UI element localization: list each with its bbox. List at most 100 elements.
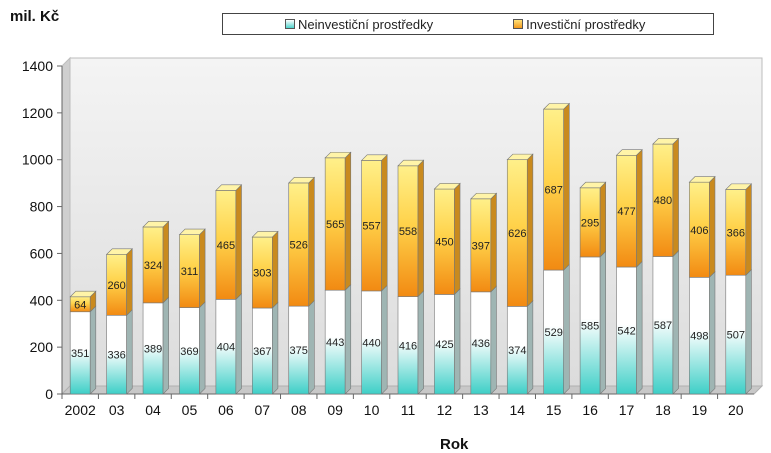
bar-side (126, 248, 133, 317)
y-tick-label: 1400 (22, 58, 53, 74)
bar-investment (470, 192, 498, 293)
data-label: 311 (181, 266, 199, 278)
bar-investment (579, 181, 607, 258)
y-tick-label: 800 (30, 199, 54, 215)
data-label: 425 (435, 339, 453, 351)
x-tick-label: 19 (692, 402, 708, 418)
data-label: 406 (690, 225, 708, 237)
legend-item-noninvestment: Neinvestiční prostředky (285, 17, 433, 32)
x-tick-label: 2002 (65, 402, 96, 418)
data-label: 587 (654, 320, 672, 332)
bar-side (417, 159, 424, 298)
bar-noninvestment (69, 305, 97, 395)
bar-noninvestment (361, 284, 388, 395)
bar-side (162, 296, 169, 395)
bar-investment (69, 290, 97, 313)
data-label: 389 (144, 343, 162, 355)
legend-label-noninvestment: Neinvestiční prostředky (298, 16, 434, 32)
bar-top (725, 183, 753, 190)
bar-side (563, 102, 570, 271)
bar-side (235, 293, 242, 395)
bar-side (709, 271, 716, 395)
bar-noninvestment (324, 283, 352, 395)
data-label: 436 (472, 338, 490, 350)
bar-investment (251, 230, 279, 309)
x-axis: 2002 03 04 05 06 07 08 09 10 11 12 13 14 15 16 17 18 19 20 (61, 394, 744, 418)
bar-noninvestment (397, 290, 424, 395)
bar-top (433, 183, 461, 190)
data-label: 585 (581, 320, 599, 332)
bar-investment (506, 153, 534, 308)
y-tick-label: 400 (30, 292, 54, 308)
bar-noninvestment (579, 250, 607, 395)
bar-side (490, 285, 497, 395)
bar-investment (288, 176, 316, 307)
bar-side (672, 250, 679, 395)
data-label: 366 (727, 227, 745, 239)
data-label: 336 (107, 350, 125, 362)
bar-side (709, 175, 716, 279)
bar-noninvestment (506, 300, 534, 395)
y-tick-label: 600 (30, 245, 54, 261)
bar-side (636, 260, 643, 395)
bar-noninvestment (725, 268, 752, 395)
bar-side (526, 300, 534, 395)
bar-investment (142, 220, 170, 304)
data-label: 64 (74, 299, 86, 311)
x-tick-label: 06 (218, 402, 234, 418)
y-tick-label: 200 (30, 339, 54, 355)
bar-top (542, 103, 571, 110)
bar-top (69, 290, 97, 298)
bar-top (688, 176, 716, 183)
data-label: 529 (545, 327, 563, 339)
bar-top (288, 177, 316, 184)
legend-swatch-noninvestment (285, 19, 295, 29)
bars: 351 64 336 260 389 324 369 311 404 465 367 303 375 52… (69, 102, 753, 395)
bar-side (162, 220, 169, 304)
bar-side (381, 154, 388, 292)
data-label: 480 (654, 195, 672, 207)
data-label: 477 (617, 206, 635, 218)
bar-investment (215, 184, 243, 301)
bar-noninvestment (179, 301, 206, 395)
y-tick-label: 1200 (22, 105, 53, 121)
legend-label-investment: Investiční prostředky (526, 16, 646, 32)
bar-side (745, 183, 752, 276)
bar-side (308, 176, 315, 307)
data-label: 397 (472, 240, 490, 252)
x-tick-label: 18 (655, 402, 671, 418)
x-axis-title: Rok (440, 436, 469, 453)
bar-investment (725, 183, 753, 276)
bar-noninvestment (689, 271, 716, 395)
data-label: 507 (727, 330, 745, 342)
data-label: 440 (362, 337, 380, 349)
bar-investment (615, 148, 643, 268)
y-tick-label: 0 (45, 386, 53, 402)
x-tick-label: 03 (109, 402, 125, 418)
bar-investment (433, 182, 461, 296)
x-tick-label: 15 (546, 402, 562, 418)
bar-side (526, 153, 534, 308)
data-label: 369 (180, 346, 198, 358)
bar-top (652, 138, 680, 145)
bar-side (89, 305, 97, 395)
bar-top (178, 228, 206, 235)
data-label: 303 (253, 268, 271, 280)
data-label: 324 (144, 260, 162, 272)
bar-side (490, 192, 497, 293)
data-label: 626 (508, 228, 526, 240)
bar-side (272, 230, 279, 309)
bar-side (199, 301, 206, 395)
legend: Neinvestiční prostředky Investiční prost… (222, 13, 714, 35)
data-label: 557 (362, 221, 380, 233)
bar-side (672, 137, 679, 258)
data-label: 351 (71, 348, 89, 360)
legend-item-investment: Investiční prostředky (513, 17, 645, 32)
x-tick-label: 14 (509, 402, 525, 418)
data-label: 416 (399, 340, 417, 352)
bar-investment (652, 137, 680, 258)
data-label: 687 (545, 185, 563, 197)
x-tick-label: 10 (364, 402, 380, 418)
data-label: 295 (581, 217, 599, 229)
bar-top (360, 154, 388, 161)
